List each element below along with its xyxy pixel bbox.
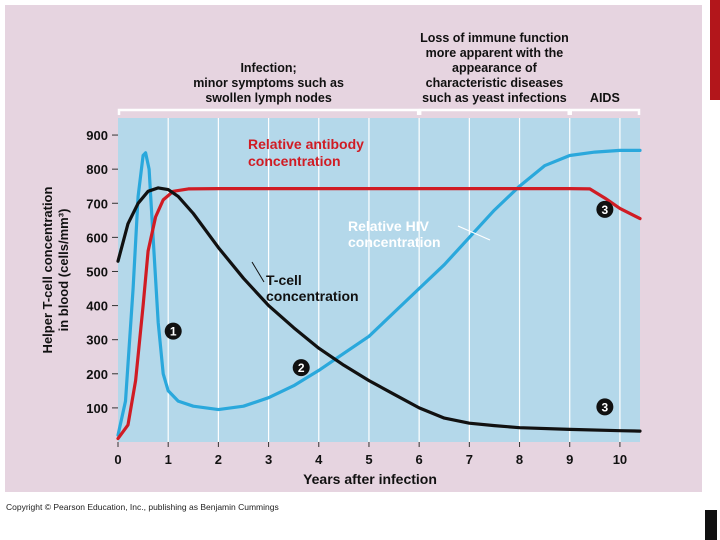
- tcell-label-line: concentration: [266, 288, 359, 304]
- y-axis-label-line1: Helper T-cell concentration: [40, 187, 55, 354]
- step-markers: 1 2 3 3: [164, 200, 614, 416]
- y-axis-label-line2: in blood (cells/mm³): [56, 209, 71, 332]
- phase-bracket: [569, 108, 641, 115]
- hiv-label-line: Relative HIV: [348, 218, 430, 234]
- y-tick-label: 700: [86, 196, 108, 211]
- phase-label-line: minor symptoms such as: [193, 76, 344, 90]
- antibody-label-line: Relative antibody: [248, 136, 364, 152]
- hiv-curve: [116, 148, 642, 437]
- x-tick-label: 9: [566, 452, 573, 467]
- phase-label-line: AIDS: [590, 91, 620, 105]
- antibody-label-line: concentration: [248, 153, 341, 169]
- accent-bar: [710, 0, 720, 100]
- tcell-curve: [116, 186, 642, 433]
- y-tick-label: 600: [86, 230, 108, 245]
- y-tick-label: 800: [86, 162, 108, 177]
- y-tick-label: 500: [86, 264, 108, 279]
- hiv-leader: [457, 225, 491, 241]
- step-marker: [164, 322, 182, 340]
- phase-label-line: more apparent with the: [426, 46, 564, 60]
- y-tick-label: 300: [86, 333, 108, 348]
- step-marker-label: 2: [298, 361, 305, 375]
- x-tick-label: 8: [516, 452, 523, 467]
- tcell-leader: [251, 261, 265, 283]
- step-marker: [596, 200, 614, 218]
- tcell-label-line: T-cell: [266, 272, 302, 288]
- x-tick-label: 4: [315, 452, 323, 467]
- x-tick-label: 7: [466, 452, 473, 467]
- phase-bracket: [117, 108, 420, 115]
- x-tick-label: 3: [265, 452, 272, 467]
- phase-annotations: Infection;minor symptoms such asswollen …: [117, 31, 641, 115]
- phase-label-line: such as yeast infections: [422, 91, 567, 105]
- step-marker: [292, 359, 310, 377]
- antibody-curve: [116, 187, 642, 441]
- phase-label-line: swollen lymph nodes: [205, 91, 331, 105]
- y-tick-label: 900: [86, 128, 108, 143]
- step-marker-label: 3: [602, 203, 609, 217]
- phase-bracket: [418, 108, 570, 115]
- phase-label-line: Loss of immune function: [420, 31, 569, 45]
- copyright-notice: Copyright © Pearson Education, Inc., pub…: [6, 502, 279, 512]
- hiv-label-line: concentration: [348, 234, 441, 250]
- phase-label-line: appearance of: [452, 61, 538, 75]
- axes: 0 1 2 3 4 5 6 7 8 9 10 100 200 300 400 500 600 700 800 900: [86, 128, 627, 467]
- x-tick-label: 0: [114, 452, 121, 467]
- step-marker-label: 3: [602, 400, 609, 414]
- x-tick-label: 2: [215, 452, 222, 467]
- y-tick-label: 200: [86, 367, 108, 382]
- step-marker-label: 1: [170, 325, 177, 339]
- x-tick-label: 5: [365, 452, 372, 467]
- x-tick-label: 10: [613, 452, 627, 467]
- gridlines: [167, 118, 621, 442]
- x-tick-label: 6: [416, 452, 423, 467]
- y-tick-label: 100: [86, 401, 108, 416]
- x-axis-label: Years after infection: [303, 471, 437, 487]
- x-tick-label: 1: [165, 452, 172, 467]
- y-tick-label: 400: [86, 299, 108, 314]
- phase-label-line: characteristic diseases: [426, 76, 564, 90]
- phase-label-line: Infection;: [240, 61, 296, 75]
- edge-bar: [705, 510, 717, 540]
- data-series: [116, 148, 642, 441]
- step-marker: [596, 398, 614, 416]
- plot-area: [118, 118, 640, 442]
